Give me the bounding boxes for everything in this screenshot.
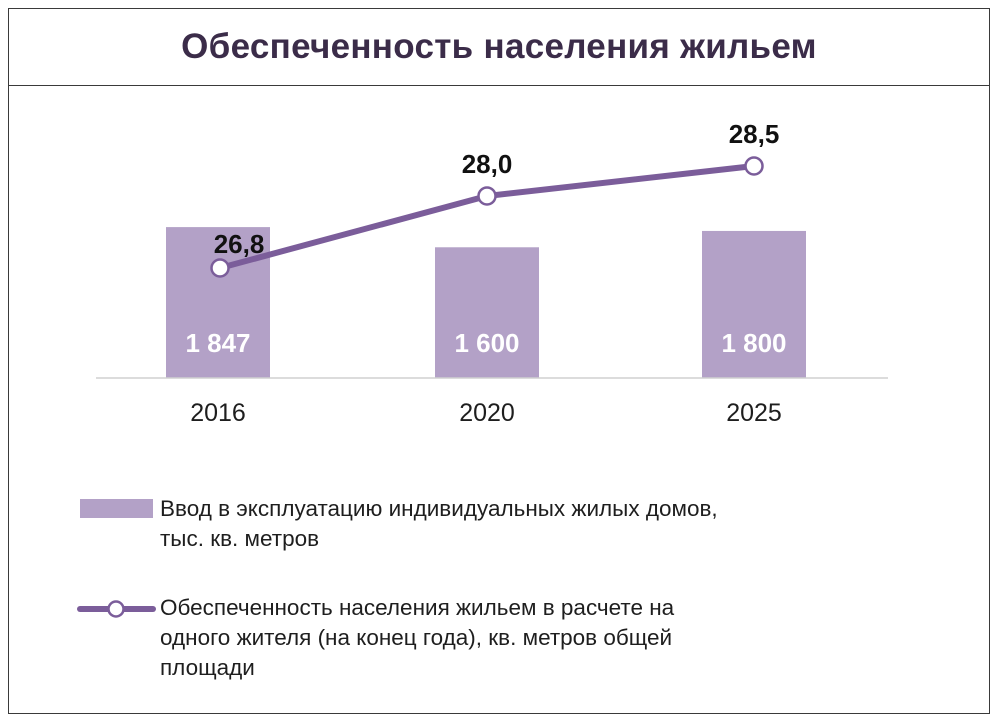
bar-value-label: 1 600: [454, 328, 519, 358]
legend-line-label-line: Обеспеченность населения жильем в расчет…: [160, 595, 675, 620]
title-bar: Обеспеченность населения жильем: [8, 8, 990, 86]
bar-value-label: 1 800: [721, 328, 786, 358]
line-point-marker: [210, 258, 230, 278]
line-value-label: 28,5: [729, 119, 780, 149]
x-tick-label: 2020: [459, 399, 515, 427]
line-value-label: 26,8: [214, 229, 265, 259]
legend-bar-label-line: Ввод в эксплуатацию индивидуальных жилых…: [160, 496, 718, 521]
bar-value-label: 1 847: [185, 328, 250, 358]
x-tick-label: 2025: [726, 399, 782, 427]
line-point-marker: [477, 186, 497, 206]
legend-line-marker: [107, 600, 125, 618]
legend-line-label-line: площади: [160, 655, 255, 680]
bar: [166, 227, 270, 378]
legend-bar-label: Ввод в эксплуатацию индивидуальных жилых…: [160, 494, 960, 554]
line-value-label: 28,0: [462, 149, 513, 179]
bar: [435, 247, 539, 378]
legend-bar-swatch: [80, 499, 153, 518]
line-point-marker: [744, 156, 764, 176]
legend-bar-label-line: тыс. кв. метров: [160, 526, 320, 551]
legend-line-label-line: одного жителя (на конец года), кв. метро…: [160, 625, 673, 650]
chart-title: Обеспеченность населения жильем: [181, 26, 817, 66]
bar: [702, 230, 806, 378]
legend-line-label: Обеспеченность населения жильем в расчет…: [160, 593, 960, 683]
x-tick-label: 2016: [190, 399, 246, 427]
